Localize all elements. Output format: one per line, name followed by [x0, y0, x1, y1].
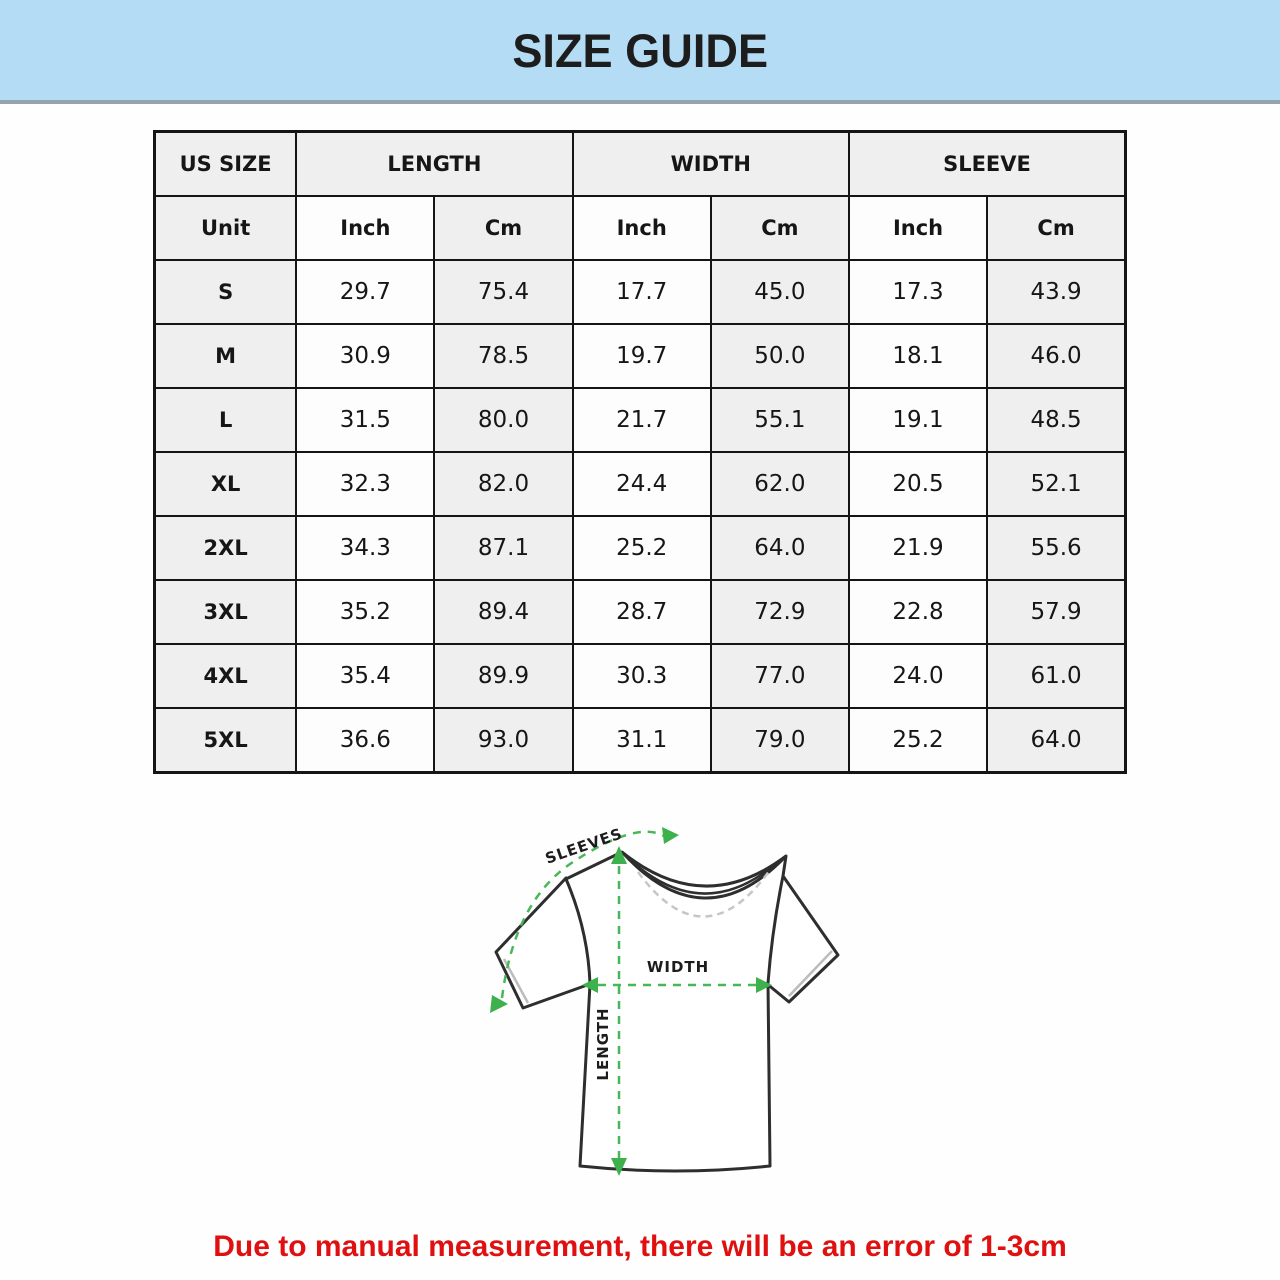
length-label: LENGTH	[594, 1007, 612, 1080]
value-cell: 50.0	[709, 323, 850, 389]
value-cell: 28.7	[571, 579, 712, 645]
value-cell: 78.5	[433, 323, 574, 389]
value-cell: 31.5	[295, 387, 436, 453]
value-cell: 36.6	[295, 707, 436, 774]
unit-header-cell: Inch	[295, 195, 436, 261]
unit-header-row: Unit Inch Cm Inch Cm Inch Cm	[153, 195, 1127, 261]
size-cell: XL	[153, 451, 298, 517]
value-cell: 89.9	[433, 643, 574, 709]
value-cell: 35.2	[295, 579, 436, 645]
table-row: 3XL 35.2 89.4 28.7 72.9 22.8 57.9	[153, 579, 1127, 645]
value-cell: 30.3	[571, 643, 712, 709]
value-cell: 24.0	[847, 643, 989, 709]
sleeves-arrow-right-icon	[662, 827, 679, 844]
collar-inner-arc	[627, 857, 781, 895]
size-cell: M	[153, 323, 298, 389]
value-cell: 79.0	[709, 707, 850, 774]
value-cell: 25.2	[571, 515, 712, 581]
table-row: S 29.7 75.4 17.7 45.0 17.3 43.9	[153, 259, 1127, 325]
size-cell: 5XL	[153, 707, 298, 774]
header-banner: SIZE GUIDE	[0, 0, 1280, 104]
size-table: US SIZE LENGTH WIDTH SLEEVE Unit Inch Cm…	[153, 130, 1127, 774]
sleeves-arrow-down-left-icon	[490, 995, 508, 1013]
value-cell: 18.1	[847, 323, 989, 389]
value-cell: 52.1	[986, 451, 1127, 517]
unit-header-cell: Inch	[847, 195, 989, 261]
tshirt-diagram: SLEEVES WIDTH LENGTH	[490, 824, 840, 1176]
value-cell: 72.9	[709, 579, 850, 645]
size-cell: L	[153, 387, 298, 453]
value-cell: 82.0	[433, 451, 574, 517]
value-cell: 24.4	[571, 451, 712, 517]
col-header-sleeve: SLEEVE	[847, 130, 1127, 197]
size-cell: 4XL	[153, 643, 298, 709]
unit-header-cell: Cm	[433, 195, 574, 261]
value-cell: 93.0	[433, 707, 574, 774]
table-head: US SIZE LENGTH WIDTH SLEEVE Unit Inch Cm…	[153, 130, 1127, 261]
size-cell: S	[153, 259, 298, 325]
value-cell: 34.3	[295, 515, 436, 581]
table-row: L 31.5 80.0 21.7 55.1 19.1 48.5	[153, 387, 1127, 453]
value-cell: 43.9	[986, 259, 1127, 325]
value-cell: 32.3	[295, 451, 436, 517]
collar-seam-arc	[636, 869, 772, 918]
length-arrow-up-icon	[611, 846, 627, 864]
value-cell: 21.9	[847, 515, 989, 581]
col-header-width: WIDTH	[571, 130, 850, 197]
tshirt-body	[564, 850, 788, 1173]
value-cell: 57.9	[986, 579, 1127, 645]
value-cell: 25.2	[847, 707, 989, 774]
value-cell: 62.0	[709, 451, 850, 517]
value-cell: 64.0	[709, 515, 850, 581]
sleeves-measure-line	[500, 830, 665, 999]
table-row: M 30.9 78.5 19.7 50.0 18.1 46.0	[153, 323, 1127, 389]
value-cell: 31.1	[571, 707, 712, 774]
table-row: 5XL 36.6 93.0 31.1 79.0 25.2 64.0	[153, 707, 1127, 774]
value-cell: 48.5	[986, 387, 1127, 453]
value-cell: 22.8	[847, 579, 989, 645]
width-arrow-left-icon	[582, 977, 598, 993]
value-cell: 46.0	[986, 323, 1127, 389]
table-body: S 29.7 75.4 17.7 45.0 17.3 43.9 M 30.9 78.5 19.7 50…	[153, 259, 1127, 774]
table-row: 2XL 34.3 87.1 25.2 64.0 21.9 55.6	[153, 515, 1127, 581]
col-header-us-size: US SIZE	[153, 130, 298, 197]
unit-header-cell: Cm	[709, 195, 850, 261]
value-cell: 80.0	[433, 387, 574, 453]
size-cell: 2XL	[153, 515, 298, 581]
value-cell: 30.9	[295, 323, 436, 389]
value-cell: 17.7	[571, 259, 712, 325]
value-cell: 55.1	[709, 387, 850, 453]
unit-header-cell: Inch	[571, 195, 712, 261]
col-header-length: LENGTH	[295, 130, 574, 197]
page-title: SIZE GUIDE	[512, 23, 768, 77]
measurement-error-note: Due to manual measurement, there will be…	[213, 1230, 1067, 1263]
value-cell: 29.7	[295, 259, 436, 325]
table-row: XL 32.3 82.0 24.4 62.0 20.5 52.1	[153, 451, 1127, 517]
value-cell: 20.5	[847, 451, 989, 517]
length-arrow-down-icon	[611, 1158, 627, 1176]
value-cell: 61.0	[986, 643, 1127, 709]
value-cell: 77.0	[709, 643, 850, 709]
unit-header-cell: Unit	[153, 195, 298, 261]
value-cell: 75.4	[433, 259, 574, 325]
value-cell: 89.4	[433, 579, 574, 645]
value-cell: 19.7	[571, 323, 712, 389]
value-cell: 17.3	[847, 259, 989, 325]
value-cell: 55.6	[986, 515, 1127, 581]
value-cell: 87.1	[433, 515, 574, 581]
table-row: 4XL 35.4 89.9 30.3 77.0 24.0 61.0	[153, 643, 1127, 709]
size-cell: 3XL	[153, 579, 298, 645]
value-cell: 19.1	[847, 387, 989, 453]
width-label: WIDTH	[647, 958, 709, 976]
value-cell: 35.4	[295, 643, 436, 709]
width-arrow-right-icon	[756, 977, 772, 993]
unit-header-cell: Cm	[986, 195, 1127, 261]
value-cell: 21.7	[571, 387, 712, 453]
group-header-row: US SIZE LENGTH WIDTH SLEEVE	[153, 130, 1127, 197]
value-cell: 45.0	[709, 259, 850, 325]
right-cuff-seam-line	[788, 950, 833, 997]
value-cell: 64.0	[986, 707, 1127, 774]
